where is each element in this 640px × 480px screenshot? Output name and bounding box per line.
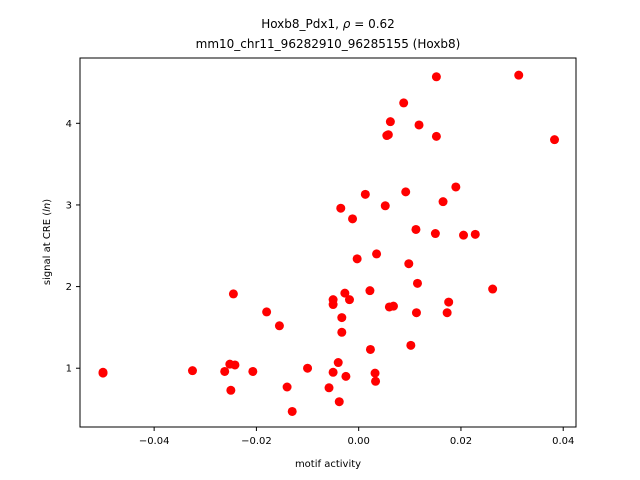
data-points xyxy=(98,70,560,416)
data-point xyxy=(412,278,422,288)
x-axis-label: motif activity xyxy=(295,459,361,470)
data-point xyxy=(380,201,390,211)
data-point xyxy=(365,286,375,296)
data-point xyxy=(341,371,351,381)
data-point xyxy=(414,120,424,130)
x-axis-ticks: −0.04 −0.02 0.00 0.02 0.04 xyxy=(139,427,574,447)
plot-area-frame xyxy=(79,57,577,428)
data-point xyxy=(328,367,338,377)
data-point xyxy=(337,327,347,337)
data-point xyxy=(360,189,370,199)
data-point xyxy=(370,368,380,378)
data-point xyxy=(348,214,358,224)
data-point xyxy=(431,72,441,82)
y-tick-label: 1 xyxy=(66,364,72,375)
data-point xyxy=(324,383,334,393)
data-point xyxy=(98,368,108,378)
y-axis-label: signal at CRE (ln) xyxy=(42,199,53,285)
data-point xyxy=(334,397,344,407)
data-point xyxy=(385,117,395,127)
data-point xyxy=(328,300,338,310)
data-point xyxy=(230,360,240,370)
data-point xyxy=(352,254,362,264)
data-point xyxy=(333,358,343,368)
data-point xyxy=(404,259,414,269)
data-point xyxy=(444,297,454,307)
data-point xyxy=(488,284,498,294)
data-point xyxy=(401,187,411,197)
data-point xyxy=(336,203,346,213)
data-point xyxy=(274,321,284,331)
y-tick-label: 4 xyxy=(66,119,72,130)
data-point xyxy=(365,344,375,354)
data-point xyxy=(430,229,440,239)
y-tick-label: 2 xyxy=(66,282,72,293)
data-point xyxy=(228,289,238,299)
data-point xyxy=(470,229,480,239)
data-point xyxy=(282,382,292,392)
data-point xyxy=(337,313,347,323)
data-point xyxy=(550,135,560,145)
x-tick-label: 0.00 xyxy=(348,436,370,447)
data-point xyxy=(406,340,416,350)
data-point xyxy=(438,197,448,207)
data-point xyxy=(371,376,381,386)
x-tick-label: −0.04 xyxy=(139,436,170,447)
data-point xyxy=(442,308,452,318)
data-point xyxy=(459,230,469,240)
data-point xyxy=(220,366,230,376)
y-tick-label: 3 xyxy=(66,200,72,211)
data-point xyxy=(187,366,197,376)
data-point xyxy=(287,406,297,416)
x-tick-label: −0.02 xyxy=(241,436,272,447)
data-point xyxy=(383,130,393,140)
data-point xyxy=(399,98,409,108)
data-point xyxy=(226,385,236,395)
data-point xyxy=(262,307,272,317)
x-tick-label: 0.04 xyxy=(552,436,574,447)
data-point xyxy=(411,308,421,318)
y-axis-ticks: 1 2 3 4 xyxy=(66,119,80,375)
data-point xyxy=(431,131,441,141)
data-point xyxy=(303,363,313,373)
data-point xyxy=(451,182,461,192)
data-point xyxy=(340,288,350,298)
x-tick-label: 0.02 xyxy=(450,436,472,447)
data-point xyxy=(388,301,398,311)
chart-title-line1: Hoxb8_Pdx1, ρ = 0.62 xyxy=(261,17,395,31)
rho-symbol: ρ xyxy=(343,17,351,31)
data-point xyxy=(514,70,524,80)
data-point xyxy=(372,249,382,259)
data-point xyxy=(411,224,421,234)
chart-title-line2: mm10_chr11_96282910_96285155 (Hoxb8) xyxy=(196,37,461,51)
data-point xyxy=(344,295,354,305)
data-point xyxy=(248,366,258,376)
